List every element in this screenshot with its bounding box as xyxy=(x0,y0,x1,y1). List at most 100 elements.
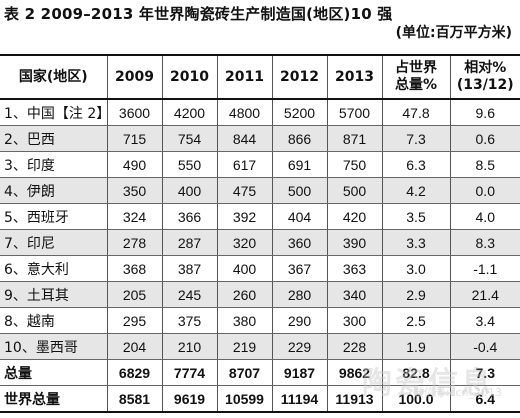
cell-2009: 715 xyxy=(106,125,162,152)
cell-country: 6、意大利 xyxy=(0,255,107,282)
header-row: 国家(地区) 2009 2010 2011 2012 2013 占世界 总量% … xyxy=(0,54,520,100)
table-title: 表 2 2009–2013 年世界陶瓷砖生产制造国(地区)10 强 xyxy=(4,5,393,23)
header-2010: 2010 xyxy=(161,54,217,100)
cell-2011: 8707 xyxy=(216,359,272,386)
cell-2012: 9187 xyxy=(271,359,327,386)
cell-2009: 324 xyxy=(106,203,162,230)
cell-country: 1、中国【注 2】 xyxy=(0,99,107,126)
cell-2009: 8581 xyxy=(106,385,162,413)
table-row: 9、土耳其 205 245 260 280 340 2.9 21.4 xyxy=(0,281,520,308)
cell-2011: 392 xyxy=(216,203,272,230)
cell-2013: 228 xyxy=(326,333,382,360)
cell-2010: 375 xyxy=(161,307,217,334)
header-relative: 相对% (13/12) xyxy=(449,54,520,100)
header-world-share: 占世界 总量% xyxy=(381,54,450,100)
cell-2013: 500 xyxy=(326,177,382,204)
cell-relative: 3.4 xyxy=(449,307,520,334)
cell-2010: 4200 xyxy=(161,99,217,126)
table-row: 6、意大利 368 387 400 367 363 3.0 -1.1 xyxy=(0,255,520,282)
total-row: 总量 6829 7774 8707 9187 9862 82.8 7.3 xyxy=(0,359,520,386)
cell-2012: 691 xyxy=(271,151,327,178)
table-row: 7、印尼 278 287 320 360 390 3.3 8.3 xyxy=(0,229,520,256)
table-row: 10、墨西哥 204 210 219 229 228 1.9 -0.4 xyxy=(0,333,520,360)
ceramic-tile-table: 国家(地区) 2009 2010 2011 2012 2013 占世界 总量% … xyxy=(0,54,520,413)
cell-world-share: 6.3 xyxy=(381,151,450,178)
cell-relative: 7.3 xyxy=(449,359,520,386)
cell-relative: 4.0 xyxy=(449,203,520,230)
cell-world-share: 3.5 xyxy=(381,203,450,230)
cell-2013: 9862 xyxy=(326,359,382,386)
cell-relative: -1.1 xyxy=(449,255,520,282)
cell-country: 3、印度 xyxy=(0,151,107,178)
cell-2013: 420 xyxy=(326,203,382,230)
cell-2011: 380 xyxy=(216,307,272,334)
cell-2011: 844 xyxy=(216,125,272,152)
cell-2013: 871 xyxy=(326,125,382,152)
cell-relative: 8.5 xyxy=(449,151,520,178)
cell-2011: 10599 xyxy=(216,385,272,413)
cell-2011: 260 xyxy=(216,281,272,308)
cell-2013: 300 xyxy=(326,307,382,334)
cell-2011: 475 xyxy=(216,177,272,204)
cell-2009: 490 xyxy=(106,151,162,178)
cell-relative: 0.0 xyxy=(449,177,520,204)
cell-2009: 3600 xyxy=(106,99,162,126)
cell-2013: 750 xyxy=(326,151,382,178)
cell-relative: 9.6 xyxy=(449,99,520,126)
cell-world-share: 2.9 xyxy=(381,281,450,308)
cell-2012: 500 xyxy=(271,177,327,204)
world-total-row: 世界总量 8581 9619 10599 11194 11913 100.0 6.4 xyxy=(0,385,520,413)
cell-country: 4、伊朗 xyxy=(0,177,107,204)
cell-world-share: 7.3 xyxy=(381,125,450,152)
cell-world-share: 1.9 xyxy=(381,333,450,360)
cell-2009: 278 xyxy=(106,229,162,256)
cell-relative: -0.4 xyxy=(449,333,520,360)
cell-2013: 5700 xyxy=(326,99,382,126)
cell-2011: 400 xyxy=(216,255,272,282)
cell-world-share: 2.5 xyxy=(381,307,450,334)
cell-2011: 219 xyxy=(216,333,272,360)
cell-2012: 866 xyxy=(271,125,327,152)
header-2009: 2009 xyxy=(106,54,162,100)
cell-2012: 5200 xyxy=(271,99,327,126)
cell-world-share: 3.0 xyxy=(381,255,450,282)
unit-label: (单位:百万平方米) xyxy=(395,25,512,41)
cell-2012: 229 xyxy=(271,333,327,360)
cell-2010: 7774 xyxy=(161,359,217,386)
cell-2012: 360 xyxy=(271,229,327,256)
cell-country: 5、西班牙 xyxy=(0,203,107,230)
cell-2012: 11194 xyxy=(271,385,327,413)
cell-2010: 210 xyxy=(161,333,217,360)
cell-2009: 205 xyxy=(106,281,162,308)
header-2012: 2012 xyxy=(271,54,327,100)
cell-relative: 21.4 xyxy=(449,281,520,308)
cell-2011: 617 xyxy=(216,151,272,178)
cell-country: 世界总量 xyxy=(0,385,107,413)
cell-2013: 390 xyxy=(326,229,382,256)
cell-world-share: 100.0 xyxy=(381,385,450,413)
table-row: 4、伊朗 350 400 475 500 500 4.2 0.0 xyxy=(0,177,520,204)
cell-2009: 204 xyxy=(106,333,162,360)
cell-world-share: 82.8 xyxy=(381,359,450,386)
cell-world-share: 47.8 xyxy=(381,99,450,126)
cell-country: 9、土耳其 xyxy=(0,281,107,308)
header-country: 国家(地区) xyxy=(0,54,107,100)
cell-country: 7、印尼 xyxy=(0,229,107,256)
cell-country: 10、墨西哥 xyxy=(0,333,107,360)
cell-2009: 368 xyxy=(106,255,162,282)
cell-2009: 350 xyxy=(106,177,162,204)
cell-2012: 290 xyxy=(271,307,327,334)
cell-2009: 6829 xyxy=(106,359,162,386)
table-row: 2、巴西 715 754 844 866 871 7.3 0.6 xyxy=(0,125,520,152)
cell-2009: 295 xyxy=(106,307,162,334)
cell-2010: 400 xyxy=(161,177,217,204)
table-row: 1、中国【注 2】 3600 4200 4800 5200 5700 47.8 9.6 xyxy=(0,99,520,126)
cell-relative: 8.3 xyxy=(449,229,520,256)
cell-2010: 754 xyxy=(161,125,217,152)
cell-2012: 404 xyxy=(271,203,327,230)
table-row: 5、西班牙 324 366 392 404 420 3.5 4.0 xyxy=(0,203,520,230)
cell-2010: 245 xyxy=(161,281,217,308)
cell-country: 总量 xyxy=(0,359,107,386)
header-2011: 2011 xyxy=(216,54,272,100)
cell-country: 2、巴西 xyxy=(0,125,107,152)
